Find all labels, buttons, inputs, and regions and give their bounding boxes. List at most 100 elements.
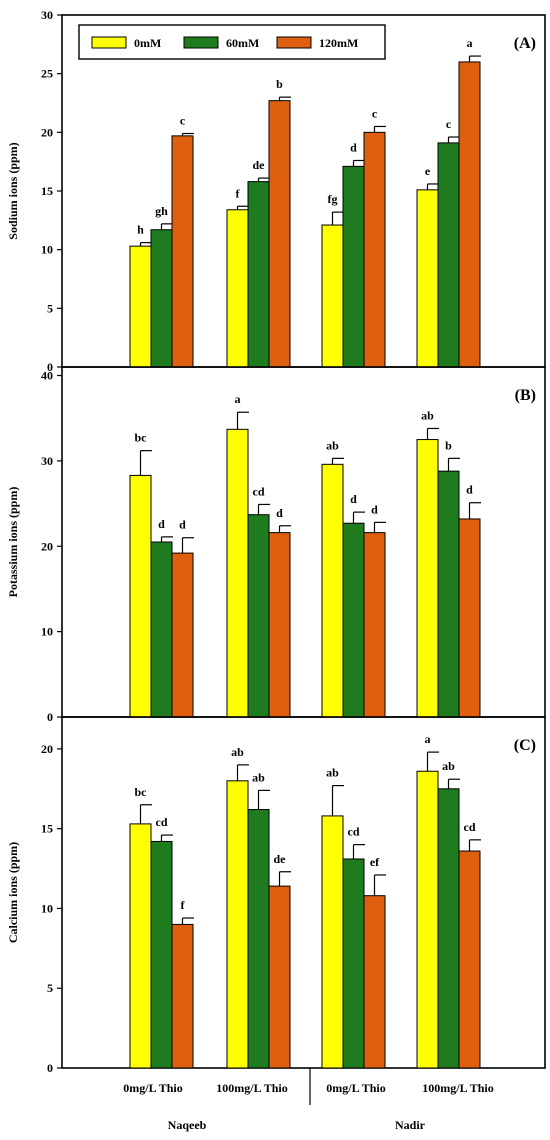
- significance-label: cd: [464, 820, 476, 834]
- cultivar-label-nadir: Nadir: [395, 1118, 426, 1132]
- y-axis-title-calcium: Calcium ions (ppm): [6, 842, 20, 943]
- significance-label: d: [466, 483, 473, 497]
- bar-sodium-0mm: [226, 209, 249, 368]
- bar-sodium-120mm: [458, 61, 481, 368]
- significance-label: c: [372, 106, 378, 120]
- bar-potassium-0mm: [321, 463, 344, 718]
- significance-label: f: [181, 898, 186, 912]
- bar-sodium-60mm: [342, 165, 365, 368]
- significance-label: d: [371, 502, 378, 516]
- significance-label: ab: [326, 438, 339, 452]
- panel-sodium: 0 5 10 15 20 25 30 Sodium ions (ppm) (A) h f fg e gh d…: [6, 8, 546, 374]
- significance-label: bc: [135, 431, 148, 445]
- bar-potassium-60mm: [150, 541, 173, 718]
- bar-potassium-60mm: [247, 514, 270, 718]
- significance-label: cd: [348, 825, 360, 839]
- significance-label: de: [274, 852, 287, 866]
- y-tick-label: 10: [41, 625, 53, 639]
- y-axis-title-potassium: Potassium ions (ppm): [6, 487, 20, 598]
- significance-label: de: [253, 158, 266, 172]
- significance-label: a: [235, 392, 241, 406]
- significance-label: b: [276, 77, 283, 91]
- significance-label: bc: [135, 785, 148, 799]
- bar-sodium-60mm: [437, 142, 460, 368]
- bar-sodium-60mm: [150, 229, 173, 368]
- bar-sodium-0mm: [416, 189, 439, 368]
- cultivar-label-naqeeb: Naqeeb: [168, 1118, 207, 1132]
- bar-calcium-60mm: [342, 858, 365, 1069]
- legend-label-60mm: 60mM: [226, 36, 259, 50]
- significance-label: b: [445, 438, 452, 452]
- significance-label: ab: [326, 766, 339, 780]
- bar-calcium-0mm: [129, 823, 152, 1069]
- panel-potassium: 0 10 20 30 40 Potassium ions (ppm) (B) bc a ab ab d…: [6, 366, 546, 724]
- significance-label: a: [425, 732, 431, 746]
- significance-label: d: [179, 518, 186, 532]
- y-tick-label: 0: [47, 710, 53, 724]
- y-tick-label: 20: [41, 125, 53, 139]
- bar-sodium-0mm: [321, 224, 344, 368]
- x-group-label-3: 0mg/L Thio: [326, 1081, 385, 1095]
- y-tick-label: 20: [41, 539, 53, 553]
- significance-label: d: [276, 506, 283, 520]
- bar-potassium-0mm: [226, 428, 249, 718]
- panel-label-calcium: (C): [514, 737, 536, 754]
- x-group-label-2: 100mg/L Thio: [216, 1081, 287, 1095]
- significance-label: d: [350, 492, 357, 506]
- y-axis-title-sodium: Sodium ions (ppm): [6, 142, 20, 239]
- panel-label-potassium: (B): [515, 387, 536, 404]
- significance-label: ef: [370, 855, 380, 869]
- significance-label: c: [180, 114, 186, 128]
- significance-label: d: [158, 517, 165, 531]
- legend-label-0mm: 0mM: [134, 36, 161, 50]
- legend-swatch-60mm: [183, 36, 219, 49]
- bar-calcium-120mm: [458, 850, 481, 1069]
- bar-potassium-60mm: [342, 522, 365, 718]
- significance-label: cd: [156, 815, 168, 829]
- significance-label: h: [137, 223, 144, 237]
- bar-potassium-120mm: [363, 532, 386, 718]
- bar-potassium-0mm: [129, 474, 152, 718]
- bar-sodium-120mm: [171, 135, 194, 368]
- y-tick-label: 0: [47, 360, 53, 374]
- significance-label: gh: [155, 204, 168, 218]
- bar-calcium-60mm: [437, 788, 460, 1069]
- y-tick-label: 30: [41, 8, 53, 22]
- significance-label: ab: [231, 745, 244, 759]
- legend-frame: [78, 24, 386, 60]
- legend-swatch-120mm: [276, 36, 312, 49]
- y-tick-label: 0: [47, 1061, 53, 1075]
- y-tick-label: 20: [41, 742, 53, 756]
- y-tick-label: 10: [41, 901, 53, 915]
- bar-potassium-120mm: [268, 532, 291, 718]
- x-group-label-1: 0mg/L Thio: [123, 1081, 182, 1095]
- panel-label-sodium: (A): [514, 35, 536, 52]
- bar-calcium-60mm: [150, 840, 173, 1069]
- legend: 0mM 60mM 120mM: [78, 24, 386, 60]
- panel-frame-calcium: [61, 716, 546, 1069]
- significance-label: ab: [421, 408, 434, 422]
- bar-calcium-60mm: [247, 809, 270, 1069]
- bar-sodium-60mm: [247, 181, 270, 368]
- bar-sodium-120mm: [363, 131, 386, 368]
- significance-label: f: [236, 186, 241, 200]
- chart-panels: 0 5 10 15 20 25 30 Sodium ions (ppm) (A) h f fg e gh d…: [6, 8, 546, 1075]
- x-axis-group-labels: 0mg/L Thio 100mg/L Thio 0mg/L Thio 100mg…: [123, 1081, 493, 1095]
- bar-calcium-0mm: [226, 780, 249, 1069]
- significance-label: fg: [328, 192, 338, 206]
- bar-calcium-120mm: [363, 895, 386, 1069]
- bar-calcium-0mm: [416, 770, 439, 1069]
- legend-label-120mm: 120mM: [319, 36, 358, 50]
- y-tick-label: 40: [41, 369, 53, 383]
- bar-sodium-120mm: [268, 100, 291, 368]
- y-tick-label: 30: [41, 454, 53, 468]
- significance-label: cd: [253, 484, 265, 498]
- significance-label: ab: [442, 759, 455, 773]
- significance-label: d: [350, 140, 357, 154]
- y-tick-label: 5: [47, 301, 53, 315]
- bar-potassium-60mm: [437, 470, 460, 718]
- y-tick-label: 10: [41, 243, 53, 257]
- bar-potassium-120mm: [458, 518, 481, 718]
